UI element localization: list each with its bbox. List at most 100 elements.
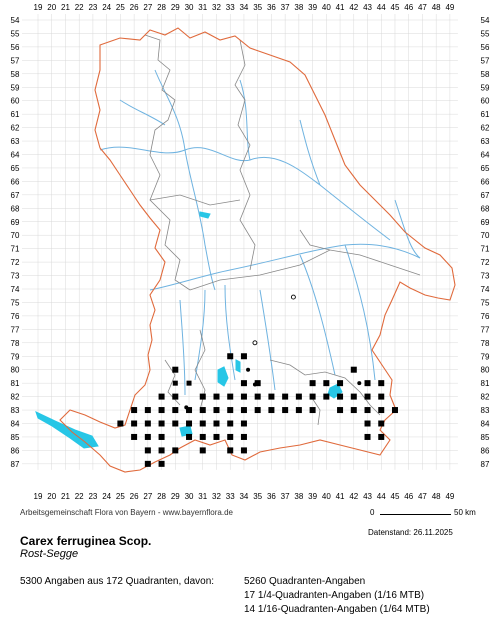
x-tick-label-bottom: 44 xyxy=(377,492,386,500)
occurrence-square xyxy=(268,407,275,414)
x-tick-label-bottom: 22 xyxy=(75,492,84,500)
y-tick-label-left: 72 xyxy=(11,258,20,267)
y-tick-label-right: 59 xyxy=(481,83,490,92)
y-tick-label-right: 55 xyxy=(481,29,490,38)
occurrence-square xyxy=(144,433,151,440)
occurrence-square xyxy=(186,433,193,440)
stat-quadrant-records: 5260 Quadranten-Angaben xyxy=(244,576,366,587)
y-tick-label-left: 85 xyxy=(11,433,20,442)
occurrence-square xyxy=(199,433,206,440)
y-tick-label-left: 74 xyxy=(11,285,20,294)
y-tick-label-right: 64 xyxy=(481,151,490,160)
occurrence-square xyxy=(199,447,206,454)
x-tick-label-top: 28 xyxy=(157,3,166,12)
x-tick-label-bottom: 39 xyxy=(308,492,317,500)
x-tick-label-top: 39 xyxy=(308,3,317,12)
y-tick-label-left: 54 xyxy=(11,16,20,25)
x-tick-label-bottom: 21 xyxy=(61,492,70,500)
stat-quarter-quadrant-records: 17 1/4-Quadranten-Angaben (1/16 MTB) xyxy=(244,590,425,601)
occurrence-square-quarter xyxy=(172,380,178,386)
y-tick-label-right: 85 xyxy=(481,433,490,442)
occurrence-square xyxy=(144,420,151,427)
y-tick-label-right: 72 xyxy=(481,258,490,267)
occurrence-square xyxy=(240,380,247,387)
y-tick-label-right: 66 xyxy=(481,177,490,186)
y-tick-label-left: 64 xyxy=(11,151,20,160)
state-border xyxy=(59,27,456,473)
y-tick-label-left: 63 xyxy=(11,137,20,146)
occurrence-square xyxy=(282,407,289,414)
y-tick-label-left: 62 xyxy=(11,124,20,133)
x-tick-label-top: 33 xyxy=(226,3,235,12)
y-tick-label-right: 73 xyxy=(481,272,490,281)
occurrence-square xyxy=(144,460,151,467)
x-tick-label-top: 37 xyxy=(281,3,290,12)
occurrence-squares-quarter xyxy=(172,380,329,400)
occurrence-square xyxy=(295,407,302,414)
rivers xyxy=(99,69,421,396)
x-tick-label-bottom: 47 xyxy=(418,492,427,500)
y-tick-label-right: 61 xyxy=(481,110,490,119)
y-tick-label-right: 84 xyxy=(481,420,490,429)
x-tick-label-top: 22 xyxy=(75,3,84,12)
y-tick-label-left: 84 xyxy=(11,420,20,429)
y-tick-label-right: 74 xyxy=(481,285,490,294)
y-axis-labels-right: 54 55 56 57 58 59 60 61 62 63 64 65 66 67 68 69 70 71 72 73… xyxy=(481,16,490,469)
x-tick-label-top: 48 xyxy=(432,3,441,12)
occurrence-square xyxy=(172,447,179,454)
occurrence-square xyxy=(199,407,206,414)
y-tick-label-right: 67 xyxy=(481,191,490,200)
x-tick-label-top: 49 xyxy=(445,3,454,12)
occurrence-square xyxy=(172,366,179,373)
occurrence-square xyxy=(391,407,398,414)
x-tick-label-top: 29 xyxy=(171,3,180,12)
occurrence-square xyxy=(227,353,234,360)
occurrence-square xyxy=(213,420,220,427)
x-tick-label-bottom: 33 xyxy=(226,492,235,500)
y-tick-label-right: 76 xyxy=(481,312,490,321)
occurrence-square xyxy=(254,380,261,387)
occurrence-point xyxy=(246,367,251,372)
occurrence-point xyxy=(252,382,257,387)
x-tick-label-bottom: 48 xyxy=(432,492,441,500)
occurrence-square xyxy=(282,393,289,400)
y-tick-label-left: 60 xyxy=(11,97,20,106)
occurrence-square xyxy=(337,393,344,400)
occurrence-point-open xyxy=(252,340,258,346)
x-tick-label-top: 25 xyxy=(116,3,125,12)
y-tick-label-left: 79 xyxy=(11,352,20,361)
occurrence-square xyxy=(240,393,247,400)
occurrence-square xyxy=(378,433,385,440)
x-tick-label-top: 41 xyxy=(336,3,345,12)
y-tick-label-right: 60 xyxy=(481,97,490,106)
y-tick-label-left: 67 xyxy=(11,191,20,200)
occurrence-square xyxy=(227,393,234,400)
x-tick-label-top: 27 xyxy=(143,3,152,12)
y-tick-label-left: 83 xyxy=(11,406,20,415)
scale-label-fifty: 50 km xyxy=(454,508,476,517)
occurrence-square xyxy=(364,407,371,414)
occurrence-square xyxy=(378,380,385,387)
x-tick-label-bottom: 43 xyxy=(363,492,372,500)
occurrence-square xyxy=(364,393,371,400)
lakes xyxy=(35,211,343,449)
x-tick-label-bottom: 23 xyxy=(88,492,97,500)
y-tick-label-right: 69 xyxy=(481,218,490,227)
x-tick-label-bottom: 32 xyxy=(212,492,221,500)
x-tick-label-top: 35 xyxy=(253,3,262,12)
species-scientific-name: Carex ferruginea Scop. xyxy=(20,534,152,548)
occurrence-square xyxy=(172,420,179,427)
occurrence-square xyxy=(378,420,385,427)
x-tick-label-top: 40 xyxy=(322,3,331,12)
occurrence-square xyxy=(213,433,220,440)
occurrence-square xyxy=(350,393,357,400)
occurrence-square xyxy=(227,420,234,427)
occurrence-square xyxy=(213,407,220,414)
occurrence-square xyxy=(158,420,165,427)
x-tick-label-bottom: 27 xyxy=(143,492,152,500)
x-tick-label-top: 44 xyxy=(377,3,386,12)
occurrence-square xyxy=(309,407,316,414)
y-tick-label-left: 66 xyxy=(11,177,20,186)
x-tick-label-bottom: 45 xyxy=(391,492,400,500)
species-common-name: Rost-Segge xyxy=(20,548,79,560)
